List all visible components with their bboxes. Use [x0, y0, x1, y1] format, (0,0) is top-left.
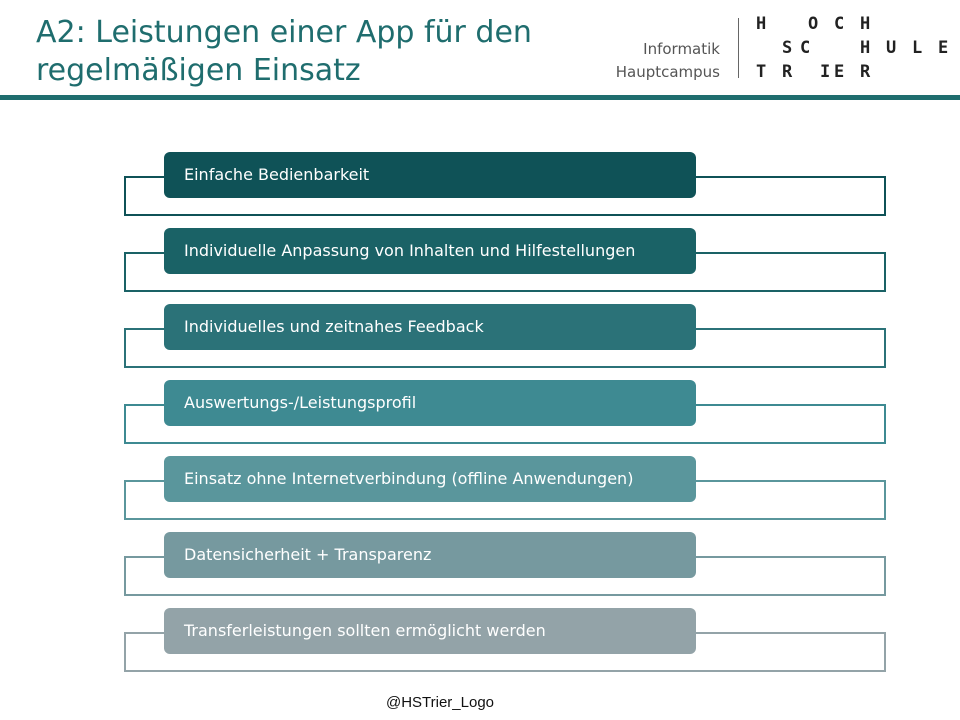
feature-label: Transferleistungen sollten ermöglicht we…	[164, 608, 696, 654]
logo-letter: U	[886, 38, 897, 58]
logo-letter: S	[782, 38, 793, 58]
feature-label: Datensicherheit + Transparenz	[164, 532, 696, 578]
feature-label: Einfache Bedienbarkeit	[164, 152, 696, 198]
feature-label: Individuelles und zeitnahes Feedback	[164, 304, 696, 350]
logo-letter: T	[756, 62, 767, 82]
logo-letter: H	[860, 38, 871, 58]
footer-credit: @HSTrier_Logo	[385, 694, 495, 711]
logo-letter: R	[782, 62, 793, 82]
logo-letter: C	[834, 14, 845, 34]
feature-label: Einsatz ohne Internetverbindung (offline…	[164, 456, 696, 502]
logo-row-2: S C H U L E	[756, 38, 956, 60]
logo-letter: E	[834, 62, 845, 82]
institution-line-2: Hauptcampus	[615, 63, 720, 81]
logo-divider	[738, 18, 739, 78]
logo-letter: L	[912, 38, 923, 58]
slide-title: A2: Leistungen einer App für den regelmä…	[36, 14, 616, 90]
logo-row-3: T R I E R	[756, 62, 956, 84]
feature-label: Auswertungs-/Leistungsprofil	[164, 380, 696, 426]
feature-label: Individuelle Anpassung von Inhalten und …	[164, 228, 696, 274]
institution-label: Informatik Hauptcampus	[600, 38, 720, 84]
logo-letter: H	[756, 14, 767, 34]
title-line-2: regelmäßigen Einsatz	[36, 53, 361, 88]
title-line-1: A2: Leistungen einer App für den	[36, 15, 532, 50]
institution-line-1: Informatik	[643, 40, 720, 58]
header-rule	[0, 95, 960, 100]
logo-row-1: H O C H	[756, 14, 956, 36]
logo-letter: H	[860, 14, 871, 34]
logo-letter: I	[820, 62, 831, 82]
logo-letter: R	[860, 62, 871, 82]
logo-letter: E	[938, 38, 949, 58]
logo-letter: C	[800, 38, 811, 58]
hochschule-trier-logo: H O C H S C H U L E T R I E R	[756, 14, 956, 84]
logo-letter: O	[808, 14, 819, 34]
